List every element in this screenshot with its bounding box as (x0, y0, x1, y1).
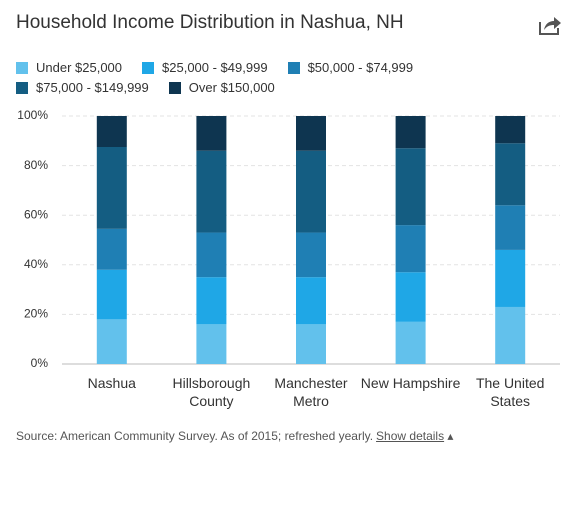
bar-segment (196, 324, 227, 364)
share-icon[interactable] (538, 14, 562, 36)
chart: 0% 20% 40% 60% 80% 100% (17, 108, 560, 370)
bar-segment (96, 116, 127, 147)
bar-segment (495, 306, 526, 364)
y-tick-label: 80% (24, 158, 48, 172)
show-details-link[interactable]: Show details (376, 429, 445, 443)
legend-swatch (16, 61, 28, 74)
bar-segment (96, 319, 127, 364)
bar-segment (395, 321, 426, 364)
legend-label: $25,000 - $49,999 (162, 60, 268, 75)
source: Source: American Community Survey. As of… (16, 429, 374, 443)
legend-item: $25,000 - $49,999 (142, 60, 268, 75)
bar-segment (495, 143, 526, 206)
bar-segment (96, 228, 127, 270)
bar-segment (495, 249, 526, 307)
bar-segment (296, 150, 326, 233)
legend-label: Under $25,000 (36, 60, 123, 75)
legend-item: $50,000 - $74,999 (287, 60, 414, 75)
legend-swatch (168, 81, 181, 94)
bar-segment (395, 272, 426, 322)
y-tick-label: 60% (24, 207, 48, 221)
x-tick-label: Nashua (87, 375, 136, 391)
bar-segment (395, 148, 426, 226)
legend-item: Over $150,000 (168, 80, 275, 95)
y-tick-label: 20% (24, 307, 48, 321)
legend-swatch (142, 61, 155, 74)
bar-segment (196, 232, 227, 278)
bar-segment (296, 232, 326, 278)
bar-segment (96, 269, 127, 320)
bar-segment (495, 205, 526, 250)
legend-label: Over $150,000 (188, 80, 275, 95)
legend-label: $75,000 - $149,999 (36, 80, 149, 95)
y-tick-label: 0% (31, 356, 49, 370)
x-tick-label: Hillsborough County (172, 375, 251, 409)
bar-segment (196, 277, 227, 325)
legend-item: $75,000 - $149,999 (16, 80, 149, 95)
x-tick-label: New Hampshire (360, 375, 461, 391)
bar-segment (495, 116, 526, 144)
y-tick-label: 40% (24, 257, 48, 271)
legend: Under $25,000 $25,000 - $49,999 $50,000 - … (16, 60, 476, 95)
legend-item: Under $25,000 (16, 60, 122, 75)
bar-segment (96, 147, 127, 229)
bar-segment (196, 150, 227, 233)
caret: ▴ (444, 429, 454, 443)
chart-title: Household Income Distribution in Nashua,… (16, 12, 404, 33)
legend-swatch (16, 81, 28, 94)
bar-segment (296, 116, 326, 151)
legend-label: $50,000 - $74,999 (307, 60, 414, 75)
bar-segment (296, 324, 326, 364)
footer: Source: American Community Survey. As of… (16, 429, 453, 443)
bar-segment (196, 116, 227, 151)
bar-segment (395, 225, 426, 273)
legend-swatch (287, 61, 300, 74)
y-tick-label: 100% (17, 108, 48, 122)
x-tick-label: The United States (475, 375, 545, 409)
bar-segment (395, 116, 426, 149)
x-tick-label: Manchester Metro (274, 375, 348, 409)
bar-segment (296, 277, 326, 325)
